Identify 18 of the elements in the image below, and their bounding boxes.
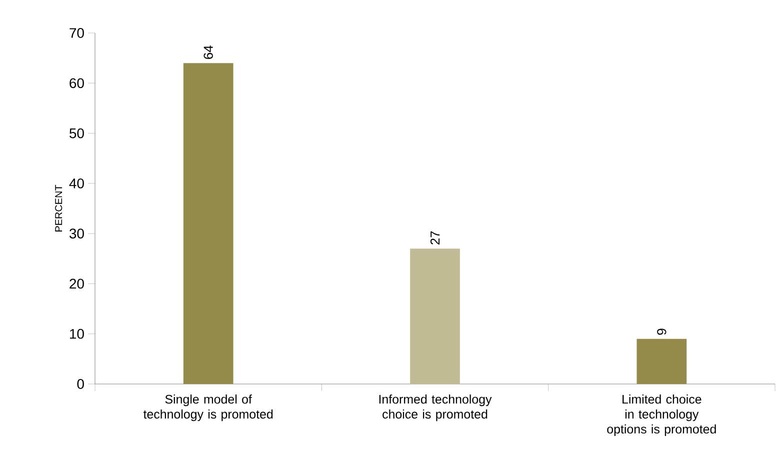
y-tick-label: 20 — [70, 278, 84, 289]
x-tick-label: Limited choice in technology options is promoted — [607, 394, 716, 436]
y-axis-title: PERCENT — [55, 184, 62, 232]
y-tick-label: 30 — [69, 228, 84, 239]
data-label: 27 — [430, 231, 440, 244]
bar — [410, 248, 460, 384]
y-tick-label: 40 — [69, 178, 84, 188]
data-label: 9 — [657, 328, 666, 335]
bar — [636, 338, 687, 384]
x-tick-label: Informed technology choice is promoted — [379, 394, 492, 422]
y-tick-label: 50 — [70, 128, 84, 138]
x-tick-label: Single model of technology is promoted — [143, 394, 273, 422]
y-tick-label: 10 — [70, 328, 84, 339]
y-tick-label: 70 — [70, 28, 84, 38]
data-label: 64 — [204, 46, 213, 59]
y-tick-label: 60 — [70, 78, 84, 88]
bar — [183, 63, 234, 384]
y-tick-label: 0 — [77, 379, 84, 389]
